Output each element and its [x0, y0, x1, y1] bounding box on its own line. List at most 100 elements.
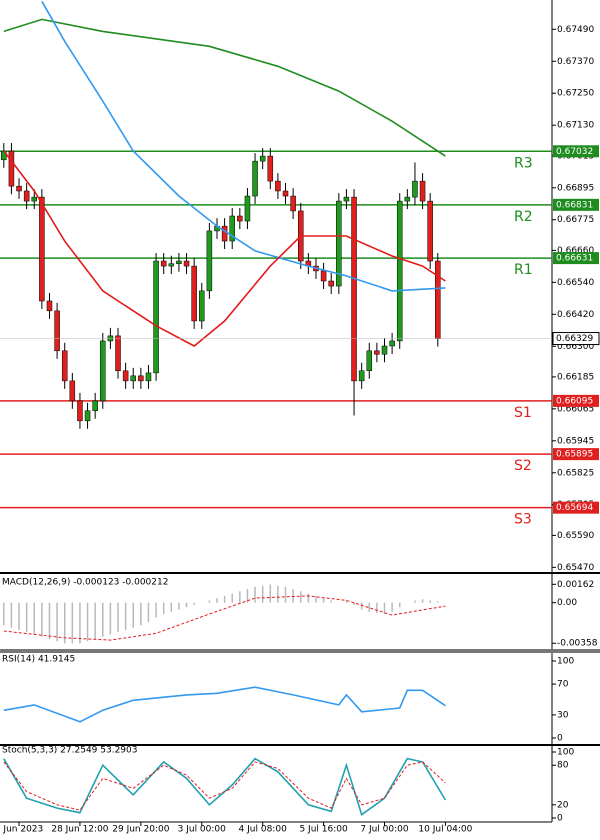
- candle-body: [23, 190, 30, 202]
- x-tick-label: 28 Jun 12:00: [51, 825, 108, 835]
- candle-body: [343, 196, 350, 202]
- candle-body: [412, 180, 418, 198]
- level-price-box: [553, 198, 599, 211]
- y-tick-label: 30: [557, 710, 569, 720]
- level-price: 0.65694: [556, 503, 593, 513]
- y-tick-label: 0.66775: [557, 215, 594, 225]
- level-price: 0.66831: [556, 200, 593, 210]
- candle-body: [351, 196, 357, 382]
- candle-body: [237, 215, 243, 222]
- candle-body: [176, 260, 182, 264]
- candle-body: [252, 160, 258, 197]
- candle-body: [191, 265, 197, 322]
- y-tick-label: 0.67130: [557, 121, 594, 131]
- y-tick-label: 0: [557, 734, 563, 744]
- level-name: S1: [514, 405, 532, 421]
- y-tick-label: 0.66420: [557, 310, 594, 320]
- candle-body: [404, 196, 411, 202]
- candle-body: [130, 375, 136, 382]
- candle-body: [259, 155, 266, 162]
- candle-body: [374, 350, 380, 355]
- x-tick-label: 5 Jul 16:00: [299, 825, 348, 835]
- x-tick-label: 4 Jul 08:00: [239, 825, 288, 835]
- candle-body: [267, 155, 274, 182]
- candle-body: [61, 350, 68, 382]
- moving-average: [41, 0, 446, 292]
- candle-body: [31, 196, 38, 202]
- indicator-label: Stoch(5,3,3) 27.2549 53.2903: [2, 746, 137, 756]
- candle-body: [358, 370, 365, 382]
- candle-body: [396, 200, 403, 342]
- y-tick-label: 0.66895: [557, 183, 594, 193]
- candle-body: [122, 370, 129, 382]
- y-tick-label: 0.65825: [557, 468, 594, 478]
- y-tick-label: 0.65590: [557, 531, 594, 541]
- candle-body: [282, 190, 289, 197]
- candle-body: [328, 280, 334, 287]
- level-price-box: [553, 145, 599, 158]
- indicator-line: [3, 761, 446, 811]
- candle-body: [16, 185, 22, 192]
- level-price-box: [553, 501, 599, 514]
- level-name: R1: [514, 262, 533, 278]
- y-tick-label: 0.67250: [557, 89, 594, 99]
- y-tick-label: 80: [557, 761, 569, 771]
- candle-body: [145, 372, 152, 382]
- candle-body: [199, 290, 205, 322]
- candle-body: [366, 350, 373, 372]
- y-tick-label: 0.65945: [557, 436, 594, 446]
- candle-body: [320, 270, 327, 282]
- indicator-line: [3, 686, 446, 723]
- y-tick-label: 0.66065: [557, 404, 594, 414]
- level-price: 0.67032: [556, 147, 593, 157]
- candle-body: [84, 410, 91, 422]
- candle-body: [290, 195, 296, 212]
- y-tick-label: 100: [557, 748, 574, 758]
- candle-body: [435, 260, 441, 339]
- candle-body: [115, 335, 121, 372]
- y-tick-label: 100: [557, 657, 574, 667]
- moving-average: [3, 150, 446, 347]
- level-name: S3: [514, 512, 532, 528]
- x-tick-label: 29 Jun 20:00: [112, 825, 169, 835]
- candle-body: [183, 260, 190, 267]
- level-price-box: [553, 448, 599, 461]
- candle-body: [92, 400, 98, 411]
- candle-body: [275, 180, 281, 192]
- x-tick-label: 3 Jul 00:00: [178, 825, 227, 835]
- candle-body: [229, 215, 235, 242]
- y-tick-label: 0.65470: [557, 563, 594, 573]
- x-tick-label: 7 Jun 2023: [0, 825, 43, 835]
- candle-body: [206, 230, 213, 292]
- candle-body: [138, 375, 144, 382]
- candle-body: [153, 260, 159, 374]
- y-tick-label: 0.00162: [557, 580, 594, 590]
- y-tick-label: 70: [557, 680, 569, 690]
- candle-body: [69, 380, 76, 402]
- candle-body: [221, 225, 228, 242]
- candle-body: [54, 310, 60, 352]
- x-tick-label: 7 Jul 00:00: [360, 825, 409, 835]
- level-name: S2: [514, 458, 532, 474]
- candle-body: [381, 345, 388, 355]
- y-tick-label: 0.66660: [557, 246, 594, 256]
- y-tick-label: 20: [557, 800, 569, 810]
- level-name: R2: [514, 209, 533, 225]
- candle-body: [419, 180, 426, 202]
- y-tick-label: 0.67370: [557, 57, 594, 67]
- last-price: 0.66329: [556, 334, 593, 344]
- candle-body: [427, 200, 433, 262]
- candle-body: [100, 340, 106, 402]
- y-tick-label: 0: [557, 814, 563, 824]
- y-tick-label: -0.00358: [557, 639, 598, 649]
- indicator-label: MACD(12,26,9) -0.000123 -0.000212: [2, 578, 168, 588]
- level-price-box: [553, 252, 599, 265]
- moving-average: [3, 18, 446, 157]
- indicator-label: RSI(14) 41.9145: [2, 655, 75, 665]
- candle-body: [244, 195, 251, 222]
- level-price-box: [553, 394, 599, 407]
- candle-body: [8, 150, 15, 187]
- y-tick-label: 0.67490: [557, 25, 594, 35]
